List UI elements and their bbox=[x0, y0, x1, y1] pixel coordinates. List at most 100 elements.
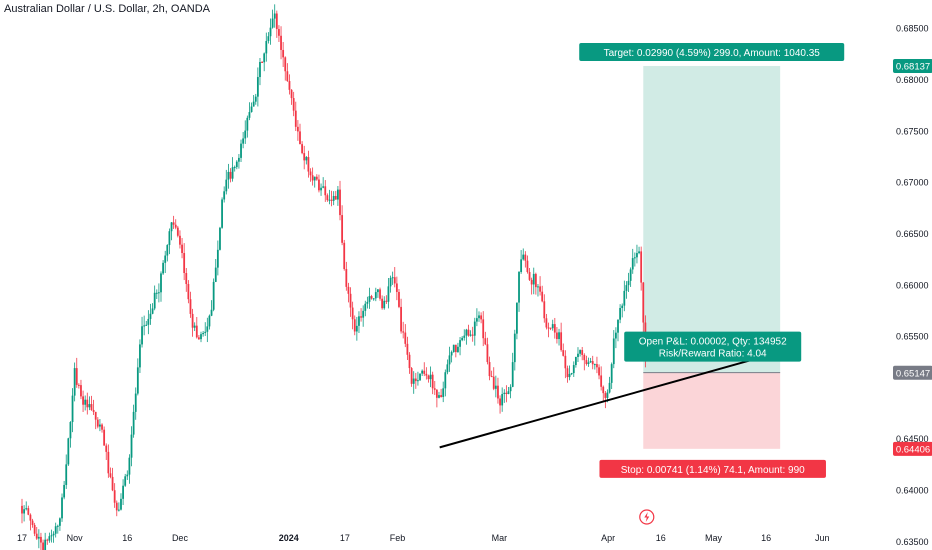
candle-body bbox=[532, 273, 535, 285]
candle-body bbox=[309, 171, 312, 176]
candle-body bbox=[448, 355, 451, 365]
candle-body bbox=[400, 306, 402, 332]
candle-body bbox=[574, 356, 577, 366]
candle-body bbox=[143, 325, 146, 327]
candle-body bbox=[577, 353, 579, 357]
candle-body bbox=[457, 346, 459, 353]
x-tick-label: 16 bbox=[122, 533, 132, 543]
candle-body bbox=[242, 138, 245, 144]
candle-body bbox=[469, 334, 472, 336]
candle-body bbox=[621, 305, 624, 309]
candle-body bbox=[155, 292, 158, 294]
candle-body bbox=[324, 186, 327, 196]
candle-body bbox=[564, 355, 567, 369]
candle-body bbox=[301, 144, 303, 154]
candle-body bbox=[172, 222, 175, 225]
y-tick-label: 0.66000 bbox=[896, 280, 929, 290]
candle-body bbox=[176, 227, 179, 236]
candle-body bbox=[193, 325, 196, 328]
candle-body bbox=[492, 376, 495, 389]
candle-body bbox=[337, 189, 339, 200]
candle-body bbox=[269, 27, 272, 37]
candle-body bbox=[341, 215, 344, 243]
x-tick-label: Jun bbox=[815, 533, 830, 543]
y-tick-label: 0.67000 bbox=[896, 178, 929, 188]
candle-body bbox=[238, 157, 240, 162]
candle-body bbox=[614, 332, 617, 339]
candle-body bbox=[486, 344, 489, 363]
candle-body bbox=[551, 324, 554, 329]
candle-body bbox=[602, 386, 605, 394]
candle-body bbox=[494, 385, 497, 389]
candle-body bbox=[294, 110, 297, 127]
candle-body bbox=[139, 344, 141, 368]
candle-body bbox=[189, 299, 192, 314]
candle-body bbox=[349, 293, 352, 308]
candle-body bbox=[37, 536, 40, 539]
x-tick-label: Apr bbox=[601, 533, 615, 543]
candle-body bbox=[433, 388, 436, 390]
candle-body bbox=[583, 354, 586, 361]
pnl-label-bg bbox=[624, 331, 802, 362]
candle-body bbox=[254, 96, 257, 102]
y-tick-label: 0.66500 bbox=[896, 229, 929, 239]
candle-body bbox=[322, 186, 325, 188]
candle-body bbox=[631, 258, 634, 270]
candle-body bbox=[259, 62, 261, 78]
candle-body bbox=[315, 176, 318, 180]
candle-body bbox=[339, 189, 341, 216]
candle-body bbox=[330, 199, 333, 201]
candle-body bbox=[412, 378, 415, 384]
candle-body bbox=[355, 325, 358, 332]
candle-body bbox=[482, 319, 485, 339]
candle-body bbox=[195, 325, 198, 338]
candle-body bbox=[427, 375, 430, 380]
candle-body bbox=[128, 457, 131, 475]
candle-body bbox=[113, 490, 116, 503]
candle-body bbox=[250, 106, 253, 113]
candle-body bbox=[461, 337, 464, 341]
candle-body bbox=[132, 411, 135, 435]
candle-body bbox=[223, 191, 226, 200]
y-tick-label: 0.63500 bbox=[896, 537, 929, 547]
candle-body bbox=[27, 508, 30, 515]
candle-body bbox=[385, 300, 388, 302]
candle-body bbox=[625, 285, 628, 291]
candle-body bbox=[265, 40, 268, 54]
candle-body bbox=[181, 244, 183, 254]
candle-body bbox=[86, 399, 89, 408]
candle-body bbox=[67, 438, 70, 465]
candle-body bbox=[459, 340, 461, 347]
candle-body bbox=[71, 395, 74, 423]
candle-body bbox=[591, 361, 594, 365]
candle-body bbox=[256, 77, 259, 97]
candle-body bbox=[372, 298, 375, 300]
x-tick-label: 2024 bbox=[279, 533, 299, 543]
candle-body bbox=[219, 227, 221, 250]
candle-body bbox=[619, 308, 622, 320]
candle-body bbox=[25, 508, 28, 510]
candle-body bbox=[484, 338, 487, 345]
candle-body bbox=[364, 303, 367, 311]
candle-body bbox=[383, 300, 386, 309]
candle-body bbox=[233, 167, 236, 169]
candle-body bbox=[136, 367, 139, 394]
candle-body bbox=[191, 313, 194, 328]
candle-body bbox=[558, 332, 560, 340]
candle-body bbox=[549, 327, 552, 329]
candle-body bbox=[421, 370, 424, 374]
candle-body bbox=[170, 222, 173, 232]
candle-body bbox=[244, 130, 247, 139]
y-tick-label: 0.64000 bbox=[896, 485, 929, 495]
candle-body bbox=[454, 344, 457, 353]
candle-body bbox=[438, 395, 440, 398]
candle-body bbox=[299, 131, 301, 145]
candle-body bbox=[507, 391, 510, 395]
candle-body bbox=[353, 319, 356, 332]
candle-body bbox=[96, 419, 99, 427]
candle-body bbox=[389, 277, 392, 287]
candle-body bbox=[524, 254, 527, 261]
candle-body bbox=[596, 364, 598, 368]
